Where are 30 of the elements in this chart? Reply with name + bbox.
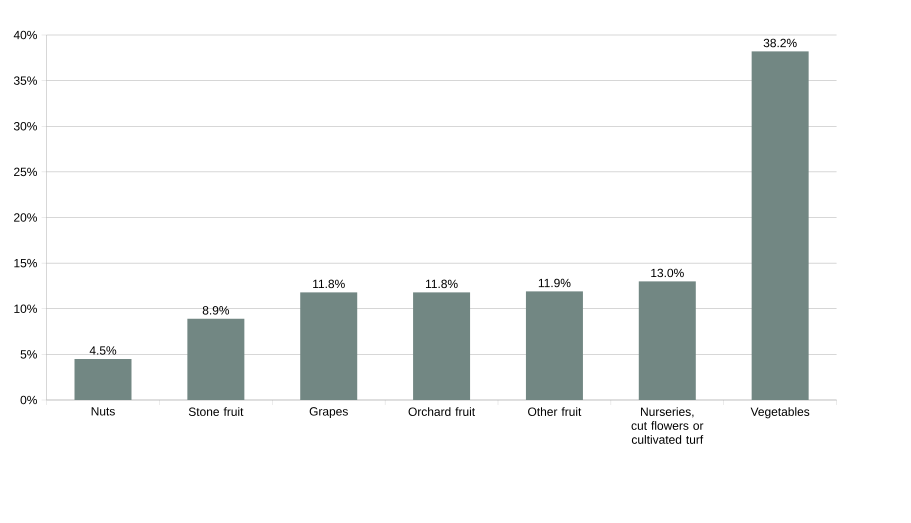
data-label: 13.0% bbox=[651, 268, 684, 278]
bar bbox=[638, 281, 696, 400]
data-label: 8.9% bbox=[202, 306, 230, 315]
y-tick-label: 0% bbox=[20, 396, 37, 404]
data-label: 11.8% bbox=[313, 280, 345, 288]
y-tick-label: 15% bbox=[14, 258, 37, 268]
data-label: 38.2% bbox=[764, 38, 797, 48]
bar bbox=[74, 358, 132, 400]
y-tick-label: 25% bbox=[14, 168, 37, 176]
bar bbox=[526, 291, 583, 400]
y-tick-label: 5% bbox=[20, 350, 37, 359]
y-tick-label: 30% bbox=[14, 122, 37, 130]
bar bbox=[413, 292, 470, 400]
x-tick-label: Nurseries, cut flowers or cultivated turf bbox=[632, 407, 704, 444]
x-tick-label: Orchard fruit bbox=[408, 407, 476, 416]
y-tick-label: 35% bbox=[14, 76, 37, 85]
x-tick-label: Vegetables bbox=[750, 407, 810, 418]
x-tick-label: Other fruit bbox=[528, 407, 582, 416]
bar bbox=[187, 318, 244, 400]
x-tick-label: Grapes bbox=[310, 407, 348, 418]
y-tick-label: 10% bbox=[14, 304, 37, 313]
x-tick-label: Stone fruit bbox=[188, 407, 244, 416]
bar bbox=[752, 51, 809, 400]
bar bbox=[300, 292, 358, 400]
x-tick-label: Nuts bbox=[92, 407, 115, 416]
y-tick-label: 20% bbox=[14, 213, 37, 222]
data-label: 4.5% bbox=[90, 346, 116, 355]
y-tick-label: 40% bbox=[14, 30, 37, 40]
data-label: 11.8% bbox=[426, 280, 458, 288]
data-label: 11.9% bbox=[538, 278, 571, 288]
